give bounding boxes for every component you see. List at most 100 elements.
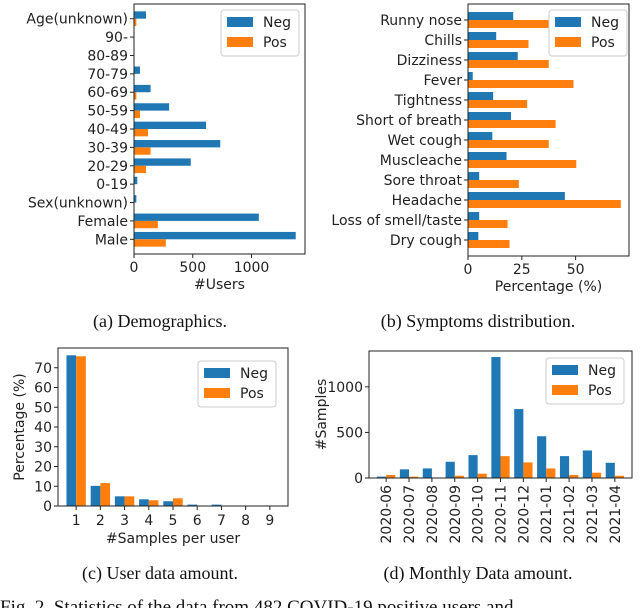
subfigure-caption: (a) Demographics. bbox=[93, 311, 227, 332]
y-tick-label: 0-19 bbox=[96, 177, 128, 193]
bar-neg-0 bbox=[134, 11, 146, 19]
bar-neg-5 bbox=[187, 504, 198, 506]
bar-pos-10 bbox=[468, 220, 508, 228]
bar-pos-9 bbox=[468, 200, 621, 208]
bar-neg-3 bbox=[468, 72, 473, 80]
x-tick-label: 50 bbox=[567, 262, 585, 278]
x-tick-label: 2020-07 bbox=[402, 485, 418, 544]
y-tick-label: 50 bbox=[34, 400, 52, 416]
x-tick-label: 25 bbox=[513, 262, 531, 278]
bar-pos-8 bbox=[468, 180, 519, 188]
bar-pos-1 bbox=[409, 476, 419, 478]
y-tick-label: Loss of smell/taste bbox=[331, 213, 462, 229]
x-tick-label: 2020-12 bbox=[516, 485, 532, 544]
subfigure-caption: (b) Symptoms distribution. bbox=[381, 311, 576, 332]
y-tick-label: 60-69 bbox=[87, 85, 128, 101]
y-tick-label: 40-49 bbox=[87, 122, 128, 138]
bar-neg-6 bbox=[211, 504, 222, 506]
bar-pos-8 bbox=[569, 474, 579, 478]
legend-label: Pos bbox=[588, 383, 612, 399]
bar-neg-6 bbox=[468, 132, 493, 140]
bar-pos-0 bbox=[468, 20, 555, 28]
figure-caption: Fig. 2. Statistics of the data from 482 … bbox=[0, 597, 514, 608]
bar-neg-2 bbox=[468, 52, 518, 60]
bar-neg-12 bbox=[134, 231, 296, 240]
y-tick-label: Tightness bbox=[394, 93, 462, 109]
bar-pos-1 bbox=[468, 40, 529, 48]
x-tick-label: 2020-11 bbox=[494, 485, 510, 544]
y-axis-label: #Samples bbox=[314, 379, 330, 451]
y-tick-label: Headache bbox=[392, 193, 462, 209]
bar-pos-6 bbox=[468, 140, 549, 148]
bar-neg-6 bbox=[514, 409, 524, 478]
bar-pos-7 bbox=[468, 160, 577, 168]
x-tick-label: 9 bbox=[265, 513, 274, 529]
y-axis-label: Percentage (%) bbox=[12, 373, 28, 480]
bar-neg-4 bbox=[163, 501, 173, 506]
bar-pos-12 bbox=[134, 239, 166, 247]
bar-pos-7 bbox=[134, 147, 151, 155]
y-tick-label: Fever bbox=[423, 73, 462, 89]
x-tick-label: 7 bbox=[217, 513, 226, 529]
bar-pos-4 bbox=[173, 498, 183, 506]
legend: Neg Pos bbox=[220, 9, 300, 57]
x-tick-label: 2021-03 bbox=[585, 485, 601, 544]
legend: Neg Pos bbox=[545, 357, 625, 405]
legend: Neg Pos bbox=[197, 360, 277, 408]
x-axis-label: #Samples per user bbox=[106, 531, 240, 547]
bar-pos-3 bbox=[454, 475, 464, 478]
subplot-3: 2020-06 2020-07 2020-08 2020-09 2020-10 2020-… bbox=[314, 350, 633, 584]
bar-neg-6 bbox=[134, 121, 207, 129]
y-tick-label: 500 bbox=[336, 425, 363, 441]
plot-frame bbox=[133, 3, 306, 255]
y-tick-label: Dizziness bbox=[397, 53, 462, 69]
bar-neg-10 bbox=[134, 195, 137, 203]
bar-neg-0 bbox=[468, 12, 514, 20]
legend: Neg Pos bbox=[548, 9, 628, 57]
bar-neg-10 bbox=[468, 212, 480, 220]
x-tick-label: 2020-08 bbox=[425, 485, 441, 544]
y-tick-label: Age(unknown) bbox=[26, 12, 128, 28]
legend-label: Pos bbox=[263, 35, 287, 51]
bar-pos-2 bbox=[124, 496, 135, 506]
bar-pos-0 bbox=[386, 474, 396, 478]
bar-neg-11 bbox=[468, 232, 479, 240]
legend-label: Neg bbox=[588, 363, 616, 379]
bar-neg-5 bbox=[468, 112, 512, 120]
y-tick-label: 40 bbox=[34, 420, 52, 436]
x-tick-label: 2020-10 bbox=[471, 485, 487, 544]
x-tick-label: 2021-01 bbox=[539, 485, 555, 544]
x-tick-label: 3 bbox=[120, 513, 129, 529]
x-tick-label: 2021-04 bbox=[608, 485, 624, 544]
x-tick-label: 2 bbox=[96, 513, 105, 529]
bar-neg-1 bbox=[399, 469, 410, 478]
legend-swatch-pos bbox=[555, 37, 581, 47]
bar-neg-7 bbox=[134, 140, 221, 148]
bar-neg-10 bbox=[605, 462, 615, 478]
bar-neg-4 bbox=[134, 84, 151, 93]
bar-neg-7 bbox=[537, 436, 547, 478]
bar-neg-0 bbox=[377, 476, 387, 478]
legend-swatch-pos bbox=[204, 388, 230, 398]
y-tick-label: 50-59 bbox=[87, 104, 128, 120]
bar-pos-0 bbox=[134, 18, 137, 27]
bar-pos-4 bbox=[134, 92, 137, 100]
legend-label: Neg bbox=[240, 366, 268, 382]
bar-neg-2 bbox=[422, 468, 432, 478]
x-tick-label: 2020-06 bbox=[379, 485, 395, 544]
bar-pos-3 bbox=[468, 80, 574, 88]
y-tick-label: Female bbox=[77, 214, 128, 230]
x-tick-label: 2021-02 bbox=[562, 485, 578, 544]
y-tick-label: 0 bbox=[354, 471, 363, 487]
subfigure-caption: (c) User data amount. bbox=[82, 563, 238, 584]
bar-pos-6 bbox=[134, 129, 148, 137]
legend-label: Neg bbox=[591, 15, 619, 31]
bar-neg-9 bbox=[582, 450, 592, 478]
bar-neg-9 bbox=[134, 176, 138, 185]
bar-pos-11 bbox=[468, 240, 510, 248]
x-tick-label: 6 bbox=[193, 513, 202, 529]
y-tick-label: 30 bbox=[34, 440, 52, 456]
bar-pos-3 bbox=[148, 500, 159, 506]
bar-neg-2 bbox=[114, 496, 125, 506]
